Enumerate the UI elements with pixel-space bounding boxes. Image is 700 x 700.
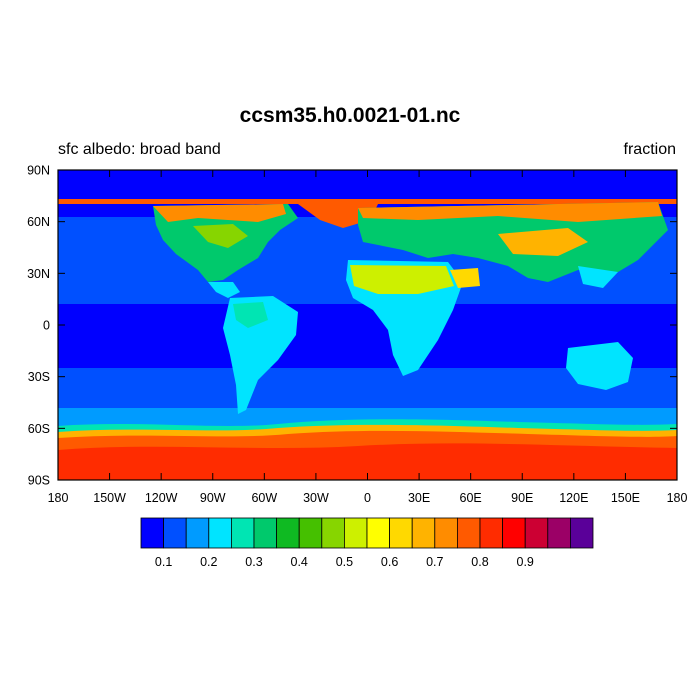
lon-tick-label: 120W bbox=[145, 491, 178, 505]
arctic-ice-edge bbox=[58, 199, 677, 204]
colorbar-box bbox=[434, 517, 458, 549]
lon-tick-label: 120E bbox=[559, 491, 588, 505]
lat-tick-label: 30S bbox=[28, 370, 50, 384]
australia bbox=[566, 342, 633, 390]
north-america-interior bbox=[193, 224, 248, 248]
colorbar-box bbox=[479, 517, 504, 549]
lat-tick-label: 90S bbox=[28, 474, 50, 488]
central-america bbox=[208, 282, 240, 298]
colorbar-box bbox=[298, 517, 323, 549]
colorbar: 0.1 0.2 0.3 0.4 0.5 0.6 0.7 0.8 0.9 bbox=[140, 517, 594, 569]
sahara bbox=[350, 265, 454, 294]
colorbar-label: 0.9 bbox=[517, 555, 534, 569]
north-america-snow bbox=[153, 204, 286, 222]
colorbar-box bbox=[253, 517, 278, 549]
southeast-asia bbox=[578, 266, 618, 288]
lat-tick-label: 90N bbox=[27, 164, 50, 178]
colorbar-box bbox=[547, 517, 571, 549]
lon-tick-label: 30E bbox=[408, 491, 430, 505]
units-label: fraction bbox=[623, 141, 676, 158]
colorbar-box bbox=[276, 517, 300, 549]
colorbar-box bbox=[163, 517, 187, 549]
colorbar-label: 0.8 bbox=[471, 555, 488, 569]
lat-tick-label: 0 bbox=[43, 319, 50, 333]
lat-tick-label: 60S bbox=[28, 422, 50, 436]
longitude-ticks: 180 150W 120W 90W 60W 30W 0 30E 60E 90E 120E 150E 18… bbox=[48, 170, 688, 505]
variable-label: sfc albedo: broad band bbox=[58, 141, 221, 158]
colorbar-box bbox=[411, 517, 436, 549]
lon-tick-label: 90W bbox=[200, 491, 226, 505]
colorbar-label: 0.7 bbox=[426, 555, 443, 569]
latitude-ticks: 90N 60N 30N 0 30S 60S 90S bbox=[27, 164, 677, 488]
albedo-map: 180 150W 120W 90W 60W 30W 0 30E 60E 90E 120E 150E 18… bbox=[27, 164, 687, 506]
lon-tick-label: 180 bbox=[48, 491, 69, 505]
lon-tick-label: 30W bbox=[303, 491, 329, 505]
colorbar-label: 0.6 bbox=[381, 555, 398, 569]
colorbar-box bbox=[389, 517, 413, 549]
arabia bbox=[450, 268, 480, 288]
lon-tick-label: 180 bbox=[667, 491, 688, 505]
colorbar-box bbox=[140, 517, 165, 549]
lon-tick-label: 60W bbox=[251, 491, 277, 505]
siberia-snow bbox=[358, 202, 662, 222]
colorbar-box bbox=[524, 517, 549, 549]
map-panel: 180 150W 120W 90W 60W 30W 0 30E 60E 90E 120E 150E 18… bbox=[27, 164, 687, 506]
colorbar-box bbox=[230, 517, 255, 549]
lon-tick-label: 150E bbox=[611, 491, 640, 505]
lon-tick-label: 60E bbox=[460, 491, 482, 505]
lon-tick-label: 90E bbox=[511, 491, 533, 505]
lon-tick-label: 150W bbox=[93, 491, 126, 505]
amazon-region bbox=[233, 302, 268, 328]
south-america bbox=[223, 296, 298, 414]
colorbar-box bbox=[208, 517, 232, 549]
colorbar-box bbox=[343, 517, 368, 549]
colorbar-label: 0.3 bbox=[245, 555, 262, 569]
colorbar-label: 0.4 bbox=[291, 555, 308, 569]
colorbar-box bbox=[502, 517, 526, 549]
colorbar-box bbox=[185, 517, 210, 549]
lat-tick-label: 30N bbox=[27, 267, 50, 281]
central-asia bbox=[498, 228, 588, 256]
lon-tick-label: 0 bbox=[364, 491, 371, 505]
lat-tick-label: 60N bbox=[27, 215, 50, 229]
plot-title: ccsm35.h0.0021-01.nc bbox=[239, 104, 461, 127]
colorbar-label: 0.2 bbox=[200, 555, 217, 569]
colorbar-box bbox=[321, 517, 345, 549]
colorbar-label: 0.1 bbox=[155, 555, 172, 569]
colorbar-box bbox=[456, 517, 481, 549]
colorbar-box bbox=[366, 517, 391, 549]
colorbar-box bbox=[570, 517, 594, 549]
colorbar-label: 0.5 bbox=[336, 555, 353, 569]
antarctica bbox=[58, 443, 677, 480]
